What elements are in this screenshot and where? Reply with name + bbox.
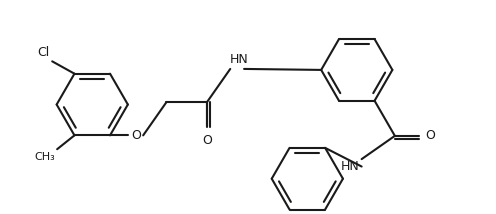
Text: O: O	[131, 129, 141, 142]
Text: Cl: Cl	[38, 46, 50, 59]
Text: O: O	[425, 129, 435, 142]
Text: CH₃: CH₃	[34, 152, 55, 162]
Text: HN: HN	[230, 54, 249, 67]
Text: O: O	[202, 134, 212, 147]
Text: HN: HN	[340, 160, 359, 173]
